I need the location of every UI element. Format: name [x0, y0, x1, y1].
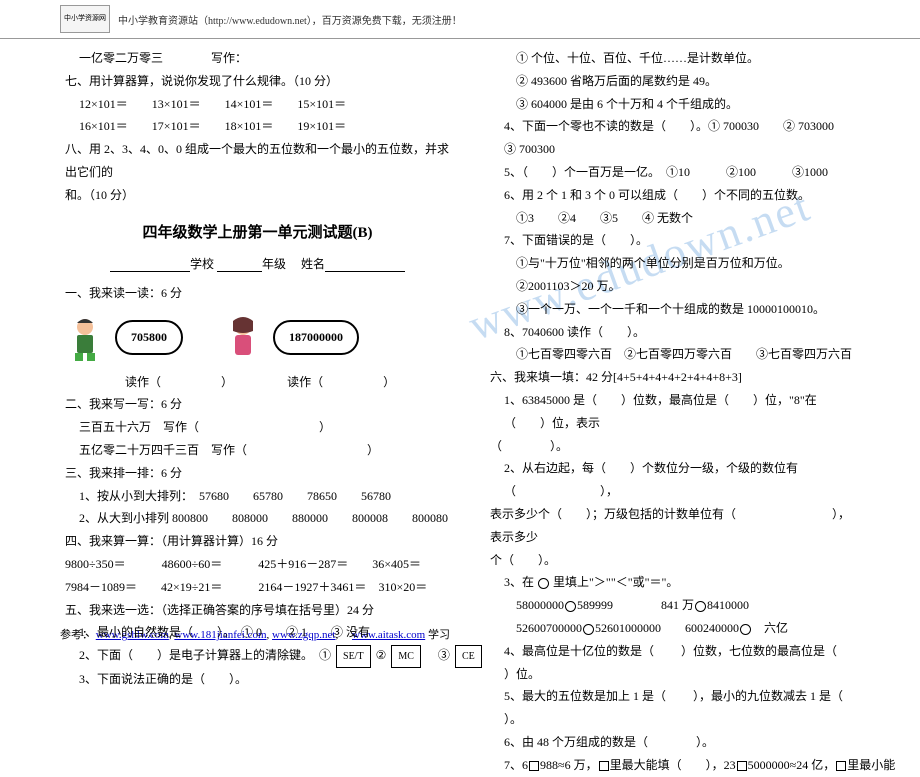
calc-row: 16×101＝ 17×101＝ 18×101＝ 19×101＝ [65, 115, 450, 138]
line: ① 个位、十位、百位、千位……是计数单位。 [490, 47, 855, 70]
read-line: 读作（ ） 读作（ ） [65, 371, 450, 394]
logo-text: 中小学资源网 [64, 15, 106, 23]
calc-row: 12×101＝ 13×101＝ 14×101＝ 15×101＝ [65, 93, 450, 116]
section-1: 一、我来读一读：6 分 [65, 282, 450, 305]
section-6: 六、我来填一填：42 分[4+5+4+4+4+2+4+4+8+3] [490, 366, 855, 389]
circle-blank [695, 601, 706, 612]
q8b: 和。（10 分） [65, 184, 450, 207]
header-text: 中小学教育资源站（http://www.edudown.net），百万资源免费下… [118, 12, 462, 27]
circle-blank [740, 624, 751, 635]
speech-bubble-1: 705800 [115, 320, 183, 355]
section-4: 四、我来算一算：（用计算器计算）16 分 [65, 530, 450, 553]
section-3: 三、我来排一排：6 分 [65, 462, 450, 485]
square-blank [599, 761, 609, 771]
line: ②2001103＞20 万。 [490, 275, 855, 298]
line: 3、在 里填上"＞""＜"或"＝"。 [490, 571, 855, 594]
line: 2、下面（ ）是电子计算器上的清除键。 ① SE/T ② MC ③ CE [65, 644, 450, 668]
line: ①与"十万位"相邻的两个单位分别是百万位和万位。 [490, 252, 855, 275]
right-column: ① 个位、十位、百位、千位……是计数单位。 ② 493600 省略万后面的尾数约… [460, 47, 865, 777]
line: 个（ ）。 [490, 549, 855, 572]
circle-blank [565, 601, 576, 612]
compare-row: 58000000589999 841 万8410000 [490, 594, 855, 617]
speech-bubble-2: 187000000 [273, 320, 359, 355]
boy-avatar [65, 313, 105, 363]
circle-blank [538, 578, 549, 589]
student-info: 学校 年级 姓名 [65, 253, 450, 276]
line: 6、用 2 个 1 和 3 个 0 可以组成（ ）个不同的五位数。 [490, 184, 855, 207]
q7: 七、用计算器算，说说你发现了什么规律。（10 分） [65, 70, 450, 93]
line: ② 493600 省略万后面的尾数约是 49。 [490, 70, 855, 93]
line: 3、下面说法正确的是（ ）。 [65, 668, 450, 691]
square-blank [836, 761, 846, 771]
line: 8、7040600 读作（ ）。 [490, 321, 855, 344]
circle-blank [583, 624, 594, 635]
line: 一亿零二万零三 写作： [65, 47, 450, 70]
blank-school [110, 258, 190, 272]
line: 1、按从小到大排列： 57680 65780 78650 56780 [65, 485, 450, 508]
q8: 八、用 2、3、4、0、0 组成一个最大的五位数和一个最小的五位数，并求出它们的 [65, 138, 450, 184]
key-set: SE/T [336, 645, 371, 668]
line: 1、最小的自然数是（ ）。 ① 0 ② 1 ③ 没有 [65, 621, 450, 644]
line: 1、63845000 是（ ）位数，最高位是（ ）位，"8"在（ ）位，表示 [490, 389, 855, 435]
blank-name [325, 258, 405, 272]
line: 6、由 48 个万组成的数是（ ）。 [490, 731, 855, 754]
calc-row: 9800÷350＝ 48600÷60＝ 425＋916－287＝ 36×405＝ [65, 553, 450, 576]
line: 五亿零二十万四千三百 写作（ ） [65, 439, 450, 462]
square-blank [737, 761, 747, 771]
calc-row: 7984－1089＝ 42×19÷21＝ 2164－1927＋3461＝ 310… [65, 576, 450, 599]
line: ①3 ②4 ③5 ④ 无数个 [490, 207, 855, 230]
line: 5、最大的五位数是加上 1 是（ ），最小的九位数减去 1 是（ ）。 [490, 685, 855, 731]
line: （ ）。 [490, 435, 855, 458]
line: 4、最高位是十亿位的数是（ ）位数，七位数的最高位是（ ）位。 [490, 640, 855, 686]
exam-title: 四年级数学上册第一单元测试题(B) [65, 219, 450, 248]
line: 7、下面错误的是（ ）。 [490, 229, 855, 252]
line: 4、下面一个零也不读的数是（ ）。① 700030 ② 703000 ③ 700… [490, 115, 855, 161]
line: 7、6988≈6 万，里最大能填（ ），235000000≈24 亿，里最小能 [490, 754, 855, 777]
section-5: 五、我来选一选：（选择正确答案的序号填在括号里）24 分 [65, 599, 450, 622]
line: 5、（ ）个一百万是一亿。 ①10 ②100 ③1000 [490, 161, 855, 184]
line: 三百五十六万 写作（ ） [65, 416, 450, 439]
line: 2、从大到小排列 800800 808000 880000 800008 800… [65, 507, 450, 530]
page-header: 中小学资源网 中小学教育资源站（http://www.edudown.net），… [0, 0, 920, 39]
page-content: 一亿零二万零三 写作： 七、用计算器算，说说你发现了什么规律。（10 分） 12… [0, 39, 920, 777]
compare-row: 5260070000052601000000 600240000 六亿 [490, 617, 855, 640]
section-2: 二、我来写一写：6 分 [65, 393, 450, 416]
line: 2、从右边起，每（ ）个数位分一级，个级的数位有（ ）， [490, 457, 855, 503]
blank-grade [217, 258, 262, 272]
line: ③ 604000 是由 6 个十万和 4 个千组成的。 [490, 93, 855, 116]
key-mc: MC [391, 645, 421, 668]
left-column: 一亿零二万零三 写作： 七、用计算器算，说说你发现了什么规律。（10 分） 12… [55, 47, 460, 777]
bubble-row: 705800 187000000 [65, 313, 450, 363]
girl-avatar [223, 313, 263, 363]
site-logo: 中小学资源网 [60, 5, 110, 33]
line: 表示多少个（ ）；万级包括的计数单位有（ ），表示多少 [490, 503, 855, 549]
line: ①七百零四零六百 ②七百零四万零六百 ③七百零四万六百 [490, 343, 855, 366]
line: ③一个一万、一个一千和一个十组成的数是 10000100010。 [490, 298, 855, 321]
square-blank [529, 761, 539, 771]
